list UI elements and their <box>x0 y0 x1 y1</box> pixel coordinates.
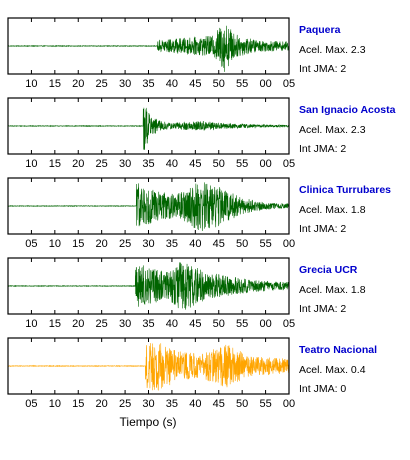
station-panel-4: 10 15 20 25 30 35 40 45 50 55 00 05 Grecia UCR Acel. … <box>7 257 366 330</box>
station-name: San Ignacio Acosta <box>299 104 396 116</box>
x-tick-label: 35 <box>166 398 178 410</box>
x-tick-label: 15 <box>49 318 61 330</box>
x-tick-label: 30 <box>119 78 131 90</box>
accel-max-text: Acel. Max. 2.3 <box>299 124 366 136</box>
station-panel-3: 05 10 15 20 25 30 35 40 45 50 55 00 Clinica Turrubar… <box>7 177 391 250</box>
x-tick-label: 55 <box>259 398 271 410</box>
station-name: Paquera <box>299 24 341 36</box>
x-tick-label: 10 <box>49 238 61 250</box>
x-tick-label: 30 <box>142 238 154 250</box>
x-tick-label: 25 <box>96 318 108 330</box>
x-tick-label: 50 <box>213 158 225 170</box>
x-tick-label: 30 <box>119 158 131 170</box>
x-tick-label: 00 <box>259 318 271 330</box>
x-tick-label: 10 <box>25 78 37 90</box>
station-panel-2: 10 15 20 25 30 35 40 45 50 55 00 05 San Ignacio Acos… <box>7 97 396 170</box>
x-tick-label: 55 <box>236 158 248 170</box>
x-tick-label: 50 <box>213 318 225 330</box>
int-jma-text: Int JMA: 0 <box>299 383 346 395</box>
station-name: Clinica Turrubares <box>299 184 391 196</box>
x-tick-label: 35 <box>142 318 154 330</box>
int-jma-text: Int JMA: 2 <box>299 303 346 315</box>
station-name: Grecia UCR <box>299 264 358 276</box>
x-tick-label: 50 <box>213 78 225 90</box>
x-tick-label: 50 <box>236 238 248 250</box>
x-tick-label: 05 <box>25 398 37 410</box>
x-tick-label: 15 <box>49 158 61 170</box>
x-tick-label: 30 <box>119 318 131 330</box>
x-tick-label: 10 <box>25 158 37 170</box>
x-tick-label: 55 <box>259 238 271 250</box>
waveform-trace <box>7 182 290 231</box>
station-panel-1: 10 15 20 25 30 35 40 45 50 55 00 05 Paquera Acel. Max… <box>7 17 366 90</box>
x-axis-title: Tiempo (s) <box>120 415 177 429</box>
accel-max-text: Acel. Max. 1.8 <box>299 284 366 296</box>
x-tick-label: 45 <box>213 238 225 250</box>
waveform-trace <box>7 107 290 151</box>
x-tick-label: 50 <box>236 398 248 410</box>
x-tick-label: 25 <box>119 398 131 410</box>
x-tick-label: 40 <box>166 78 178 90</box>
accel-max-text: Acel. Max. 0.4 <box>299 364 366 376</box>
x-tick-label: 45 <box>189 158 201 170</box>
x-tick-label: 10 <box>49 398 61 410</box>
x-tick-label: 35 <box>142 158 154 170</box>
x-tick-label: 20 <box>72 318 84 330</box>
x-tick-label: 40 <box>166 318 178 330</box>
x-tick-label: 05 <box>283 318 295 330</box>
x-tick-label: 55 <box>236 78 248 90</box>
x-tick-label: 20 <box>72 78 84 90</box>
x-tick-label: 25 <box>96 158 108 170</box>
x-tick-label: 40 <box>166 158 178 170</box>
accel-max-text: Acel. Max. 1.8 <box>299 204 366 216</box>
x-tick-label: 00 <box>259 78 271 90</box>
x-tick-label: 45 <box>189 318 201 330</box>
accel-max-text: Acel. Max. 2.3 <box>299 44 366 56</box>
x-tick-label: 55 <box>236 318 248 330</box>
x-tick-label: 05 <box>283 78 295 90</box>
station-name: Teatro Nacional <box>299 344 377 356</box>
x-tick-label: 40 <box>189 238 201 250</box>
x-tick-label: 05 <box>283 158 295 170</box>
x-tick-label: 10 <box>25 318 37 330</box>
int-jma-text: Int JMA: 2 <box>299 63 346 75</box>
x-tick-label: 30 <box>142 398 154 410</box>
waveform-trace <box>7 343 290 391</box>
int-jma-text: Int JMA: 2 <box>299 143 346 155</box>
x-tick-label: 45 <box>213 398 225 410</box>
x-tick-label: 00 <box>283 398 295 410</box>
x-tick-label: 15 <box>72 238 84 250</box>
x-tick-label: 35 <box>142 78 154 90</box>
x-tick-label: 15 <box>49 78 61 90</box>
x-tick-label: 45 <box>189 78 201 90</box>
x-tick-label: 25 <box>119 238 131 250</box>
x-tick-label: 15 <box>72 398 84 410</box>
x-tick-label: 00 <box>259 158 271 170</box>
x-tick-label: 20 <box>96 238 108 250</box>
waveform-trace <box>7 25 290 72</box>
x-tick-label: 00 <box>283 238 295 250</box>
x-tick-label: 20 <box>96 398 108 410</box>
x-tick-label: 25 <box>96 78 108 90</box>
x-tick-label: 40 <box>189 398 201 410</box>
waveform-trace <box>7 262 290 310</box>
int-jma-text: Int JMA: 2 <box>299 223 346 235</box>
x-tick-label: 20 <box>72 158 84 170</box>
x-tick-label: 05 <box>25 238 37 250</box>
station-panel-5: 05 10 15 20 25 30 35 40 45 50 55 00 Teatro Nacional A… <box>7 337 377 410</box>
x-tick-label: 35 <box>166 238 178 250</box>
